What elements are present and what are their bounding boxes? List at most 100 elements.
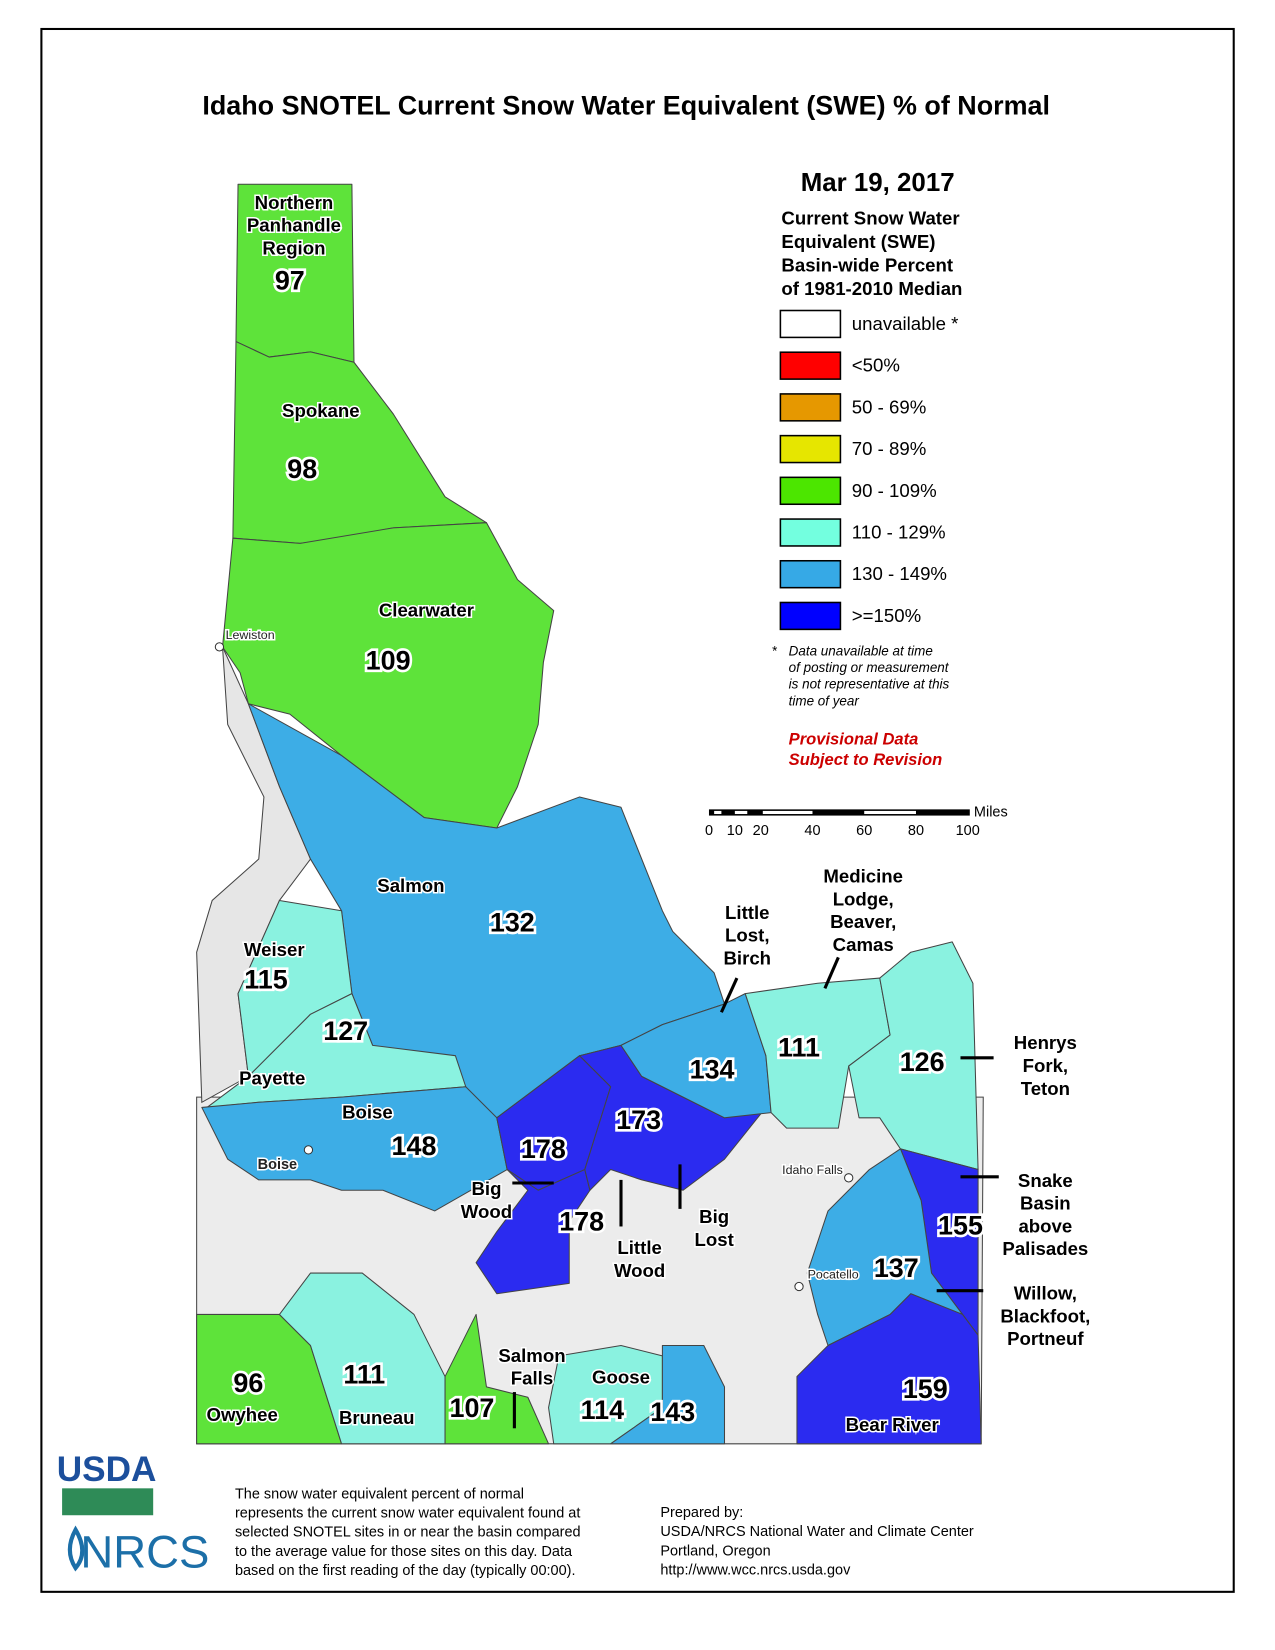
logo-nrcs: NRCS bbox=[80, 1527, 209, 1578]
city-marker bbox=[214, 642, 225, 652]
basin-name: Big bbox=[471, 1178, 501, 1199]
footer-description: based on the first reading of the day (t… bbox=[235, 1563, 576, 1579]
legend-heading: Equivalent (SWE) bbox=[781, 231, 935, 252]
title: Idaho SNOTEL Current Snow Water Equivale… bbox=[202, 91, 1050, 121]
frame bbox=[40, 27, 1235, 1593]
basin-name: Palisades bbox=[1002, 1238, 1088, 1259]
basin-name: Willow, bbox=[1014, 1283, 1077, 1304]
basin-name: Bear River bbox=[846, 1414, 939, 1435]
legend-note: is not representative at this bbox=[789, 677, 950, 692]
footer-description: to the average value for those sites on … bbox=[235, 1544, 573, 1560]
basin-name: Salmon bbox=[377, 875, 444, 896]
basin-name: Beaver, bbox=[830, 911, 896, 932]
provisional-note: Subject to Revision bbox=[789, 750, 943, 769]
city-label: Idaho Falls bbox=[782, 1163, 843, 1177]
city-label: Pocatello bbox=[808, 1267, 859, 1281]
basin-value: 109 bbox=[366, 646, 411, 676]
basin-name: Northern bbox=[255, 192, 334, 213]
legend-swatch bbox=[779, 601, 842, 631]
legend-label: >=150% bbox=[852, 605, 921, 626]
note-mark: * bbox=[772, 644, 778, 659]
basin-value: 111 bbox=[343, 1360, 385, 1390]
basin-name: Little bbox=[617, 1237, 661, 1258]
legend-swatch bbox=[779, 434, 842, 464]
basin-name: Weiser bbox=[244, 939, 305, 960]
basin-value: 143 bbox=[650, 1397, 695, 1427]
basin-name: Snake bbox=[1018, 1170, 1073, 1191]
basin bbox=[744, 977, 891, 1129]
legend-swatch bbox=[779, 393, 842, 422]
basin-name: Fork, bbox=[1023, 1055, 1069, 1076]
basin bbox=[475, 1169, 591, 1295]
scale-tick-label: 100 bbox=[956, 823, 980, 839]
basin bbox=[610, 1344, 726, 1445]
basin-name: Medicine bbox=[823, 866, 903, 887]
basin-name: above bbox=[1018, 1215, 1072, 1236]
legend-heading: Current Snow Water bbox=[781, 207, 959, 228]
basin-name: Bruneau bbox=[339, 1407, 414, 1428]
basin-name: Birch bbox=[723, 947, 771, 968]
basin-name: Spokane bbox=[282, 400, 360, 421]
basin-value: 96 bbox=[233, 1368, 263, 1398]
basin bbox=[806, 1148, 964, 1347]
legend-label: <50% bbox=[852, 355, 900, 376]
basin-name: Camas bbox=[833, 934, 894, 955]
legend-label: 50 - 69% bbox=[852, 396, 926, 417]
basin-value: 115 bbox=[244, 964, 287, 994]
scale-tick-label: 10 bbox=[727, 823, 743, 839]
basin-value: 97 bbox=[275, 266, 305, 296]
legend-swatch bbox=[779, 559, 842, 589]
usda-logo-band bbox=[62, 1488, 154, 1516]
basin-value: 178 bbox=[521, 1134, 566, 1164]
footer-prepared: USDA/NRCS National Water and Climate Cen… bbox=[660, 1524, 974, 1540]
basin-name: Portneuf bbox=[1007, 1328, 1084, 1349]
provisional-note: Provisional Data bbox=[789, 729, 919, 748]
scale-tick-label: 60 bbox=[856, 823, 872, 839]
basin-name: Blackfoot, bbox=[1000, 1305, 1090, 1326]
basin-name: Little bbox=[725, 902, 769, 923]
legend-label: 130 - 149% bbox=[852, 563, 947, 584]
scale-bar-gap bbox=[734, 810, 748, 815]
legend-swatch bbox=[779, 518, 842, 547]
basin bbox=[444, 1313, 550, 1445]
legend-note: Data unavailable at time bbox=[789, 644, 933, 659]
legend-note: time of year bbox=[789, 693, 860, 708]
basin-value: 107 bbox=[450, 1393, 495, 1423]
basin-name: Region bbox=[262, 237, 325, 258]
basin-name: Henrys bbox=[1014, 1032, 1077, 1053]
legend-label: 70 - 89% bbox=[852, 438, 926, 459]
basin-name: Payette bbox=[239, 1067, 305, 1088]
logo-drop bbox=[67, 1525, 85, 1572]
basin bbox=[232, 341, 487, 544]
basin-value: 127 bbox=[323, 1016, 368, 1046]
scale-tick-label: 0 bbox=[705, 823, 713, 839]
city-label: Lewiston bbox=[226, 628, 275, 642]
legend-swatch bbox=[779, 351, 842, 380]
logo-usda: USDA bbox=[57, 1450, 157, 1489]
legend-note: of posting or measurement bbox=[789, 660, 950, 675]
scale-bar bbox=[708, 809, 970, 816]
basin-name: Wood bbox=[461, 1201, 512, 1222]
scale-tick-label: 20 bbox=[753, 823, 769, 839]
scale-tick-label: 80 bbox=[908, 823, 924, 839]
basin-value: 137 bbox=[874, 1253, 919, 1283]
basin-value: 111 bbox=[778, 1033, 820, 1063]
basin-value: 178 bbox=[559, 1206, 604, 1236]
basin-value: 132 bbox=[490, 907, 535, 937]
footer-prepared: Portland, Oregon bbox=[660, 1543, 770, 1559]
city-marker bbox=[303, 1145, 314, 1155]
basin-value: 134 bbox=[690, 1054, 735, 1084]
legend-date: Mar 19, 2017 bbox=[801, 169, 955, 197]
city-label: Boise bbox=[258, 1157, 297, 1173]
basin-value: 98 bbox=[287, 454, 317, 484]
basin-name: Owyhee bbox=[207, 1404, 278, 1425]
basin-name: Boise bbox=[342, 1102, 393, 1123]
basin-name: Panhandle bbox=[247, 215, 341, 236]
scale-tick-label: 40 bbox=[804, 823, 820, 839]
basin bbox=[796, 1293, 982, 1445]
basin-name: Falls bbox=[511, 1368, 553, 1389]
legend-swatch bbox=[779, 476, 842, 506]
basin-name: Clearwater bbox=[379, 600, 474, 621]
basin-value: 173 bbox=[616, 1105, 661, 1135]
